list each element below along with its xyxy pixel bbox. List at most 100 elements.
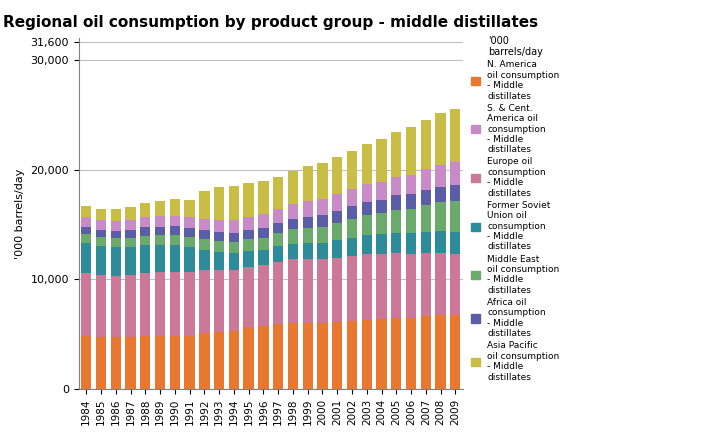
Bar [81,336,91,389]
Bar [155,245,165,271]
Bar [214,187,224,220]
Bar [170,245,180,271]
Bar [406,194,416,209]
Bar [140,273,151,336]
Bar [258,249,269,265]
Bar [361,254,372,320]
Bar [391,253,402,318]
Bar [81,206,91,217]
Bar [317,323,327,389]
Bar [243,251,254,267]
Bar [347,219,357,238]
Bar [347,238,357,256]
Bar [317,243,327,260]
Bar [317,260,327,323]
Bar [332,157,342,194]
Bar [288,229,298,244]
Bar [376,254,387,319]
Bar [421,231,431,253]
Bar [332,258,342,322]
Bar [110,221,121,231]
Bar [258,265,269,326]
Bar [436,187,445,202]
Bar [110,247,121,276]
Bar [303,243,313,260]
Bar [303,260,313,323]
Bar [450,185,460,202]
Bar [243,267,254,327]
Bar [110,276,121,337]
Bar [376,182,387,200]
Bar [273,177,284,209]
Bar [81,227,91,234]
Bar [436,253,445,315]
Bar [450,110,460,162]
Bar [406,318,416,389]
Bar [170,271,180,336]
Bar [140,203,151,217]
Bar [273,324,284,389]
Bar [199,219,209,230]
Bar [317,163,327,199]
Bar [96,209,106,220]
Bar [155,201,165,216]
Title: Regional oil consumption by product group - middle distillates: Regional oil consumption by product grou… [4,15,538,30]
Bar [170,199,180,216]
Bar [421,253,431,316]
Bar [96,220,106,230]
Bar [199,230,209,239]
Bar [317,199,327,215]
Bar [155,336,165,389]
Bar [347,189,357,206]
Bar [81,273,91,336]
Bar [436,165,445,187]
Bar [199,239,209,249]
Bar [96,230,106,237]
Bar [288,260,298,323]
Bar [288,204,298,219]
Bar [229,220,239,233]
Bar [81,217,91,227]
Bar [125,275,136,337]
Bar [96,246,106,275]
Bar [361,215,372,235]
Bar [406,233,416,254]
Bar [243,216,254,230]
Bar [332,322,342,389]
Bar [125,230,136,238]
Bar [199,191,209,219]
Bar [436,202,445,231]
Bar [140,235,151,245]
Bar [155,271,165,336]
Bar [303,323,313,389]
Bar [140,227,151,235]
Bar [361,235,372,254]
Bar [376,234,387,254]
Bar [229,233,239,242]
Y-axis label: '000 barrels/day: '000 barrels/day [15,168,25,259]
Bar [273,262,284,324]
Bar [421,205,431,231]
Bar [96,275,106,337]
Bar [258,181,269,214]
Bar [258,227,269,238]
Bar [81,243,91,273]
Bar [125,207,136,220]
Bar [288,219,298,229]
Bar [421,169,431,190]
Bar [140,217,151,227]
Bar [450,232,460,254]
Bar [273,223,284,233]
Bar [361,320,372,389]
Bar [170,235,180,245]
Bar [185,217,195,228]
Bar [140,245,151,273]
Bar [229,186,239,220]
Bar [347,321,357,389]
Bar [406,209,416,233]
Bar [258,238,269,249]
Bar [243,327,254,389]
Bar [376,139,387,182]
Bar [303,202,313,217]
Bar [229,271,239,331]
